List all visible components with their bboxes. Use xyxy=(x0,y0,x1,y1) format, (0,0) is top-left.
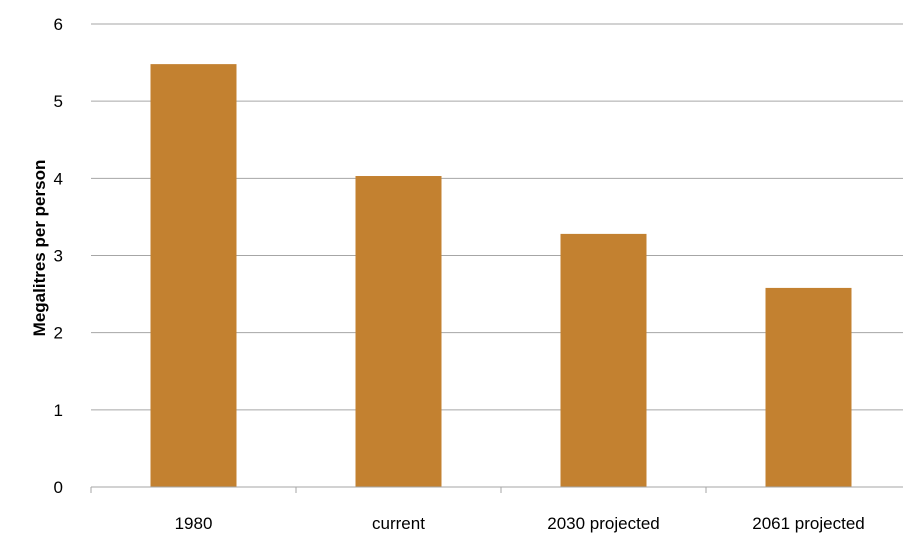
x-tick-labels: 1980 current 2030 projected 2061 projected xyxy=(175,514,865,533)
y-tick-label: 6 xyxy=(54,15,63,34)
x-tick-label: current xyxy=(372,514,425,533)
y-tick-label: 4 xyxy=(54,169,63,188)
y-axis-title: Megalitres per person xyxy=(30,160,49,337)
bars xyxy=(150,64,852,488)
y-tick-label: 5 xyxy=(54,92,63,111)
y-tick-label: 1 xyxy=(54,401,63,420)
y-tick-label: 3 xyxy=(54,247,63,266)
x-tick-label: 2061 projected xyxy=(752,514,864,533)
bar xyxy=(765,287,852,487)
x-tick-label: 2030 projected xyxy=(547,514,659,533)
bar xyxy=(560,233,647,487)
y-tick-label: 2 xyxy=(54,324,63,343)
bar xyxy=(150,64,237,488)
bar xyxy=(355,176,442,488)
x-axis xyxy=(90,486,903,493)
x-tick-label: 1980 xyxy=(175,514,213,533)
y-tick-labels: 0 1 2 3 4 5 6 xyxy=(54,15,63,497)
y-tick-label: 0 xyxy=(54,478,63,497)
